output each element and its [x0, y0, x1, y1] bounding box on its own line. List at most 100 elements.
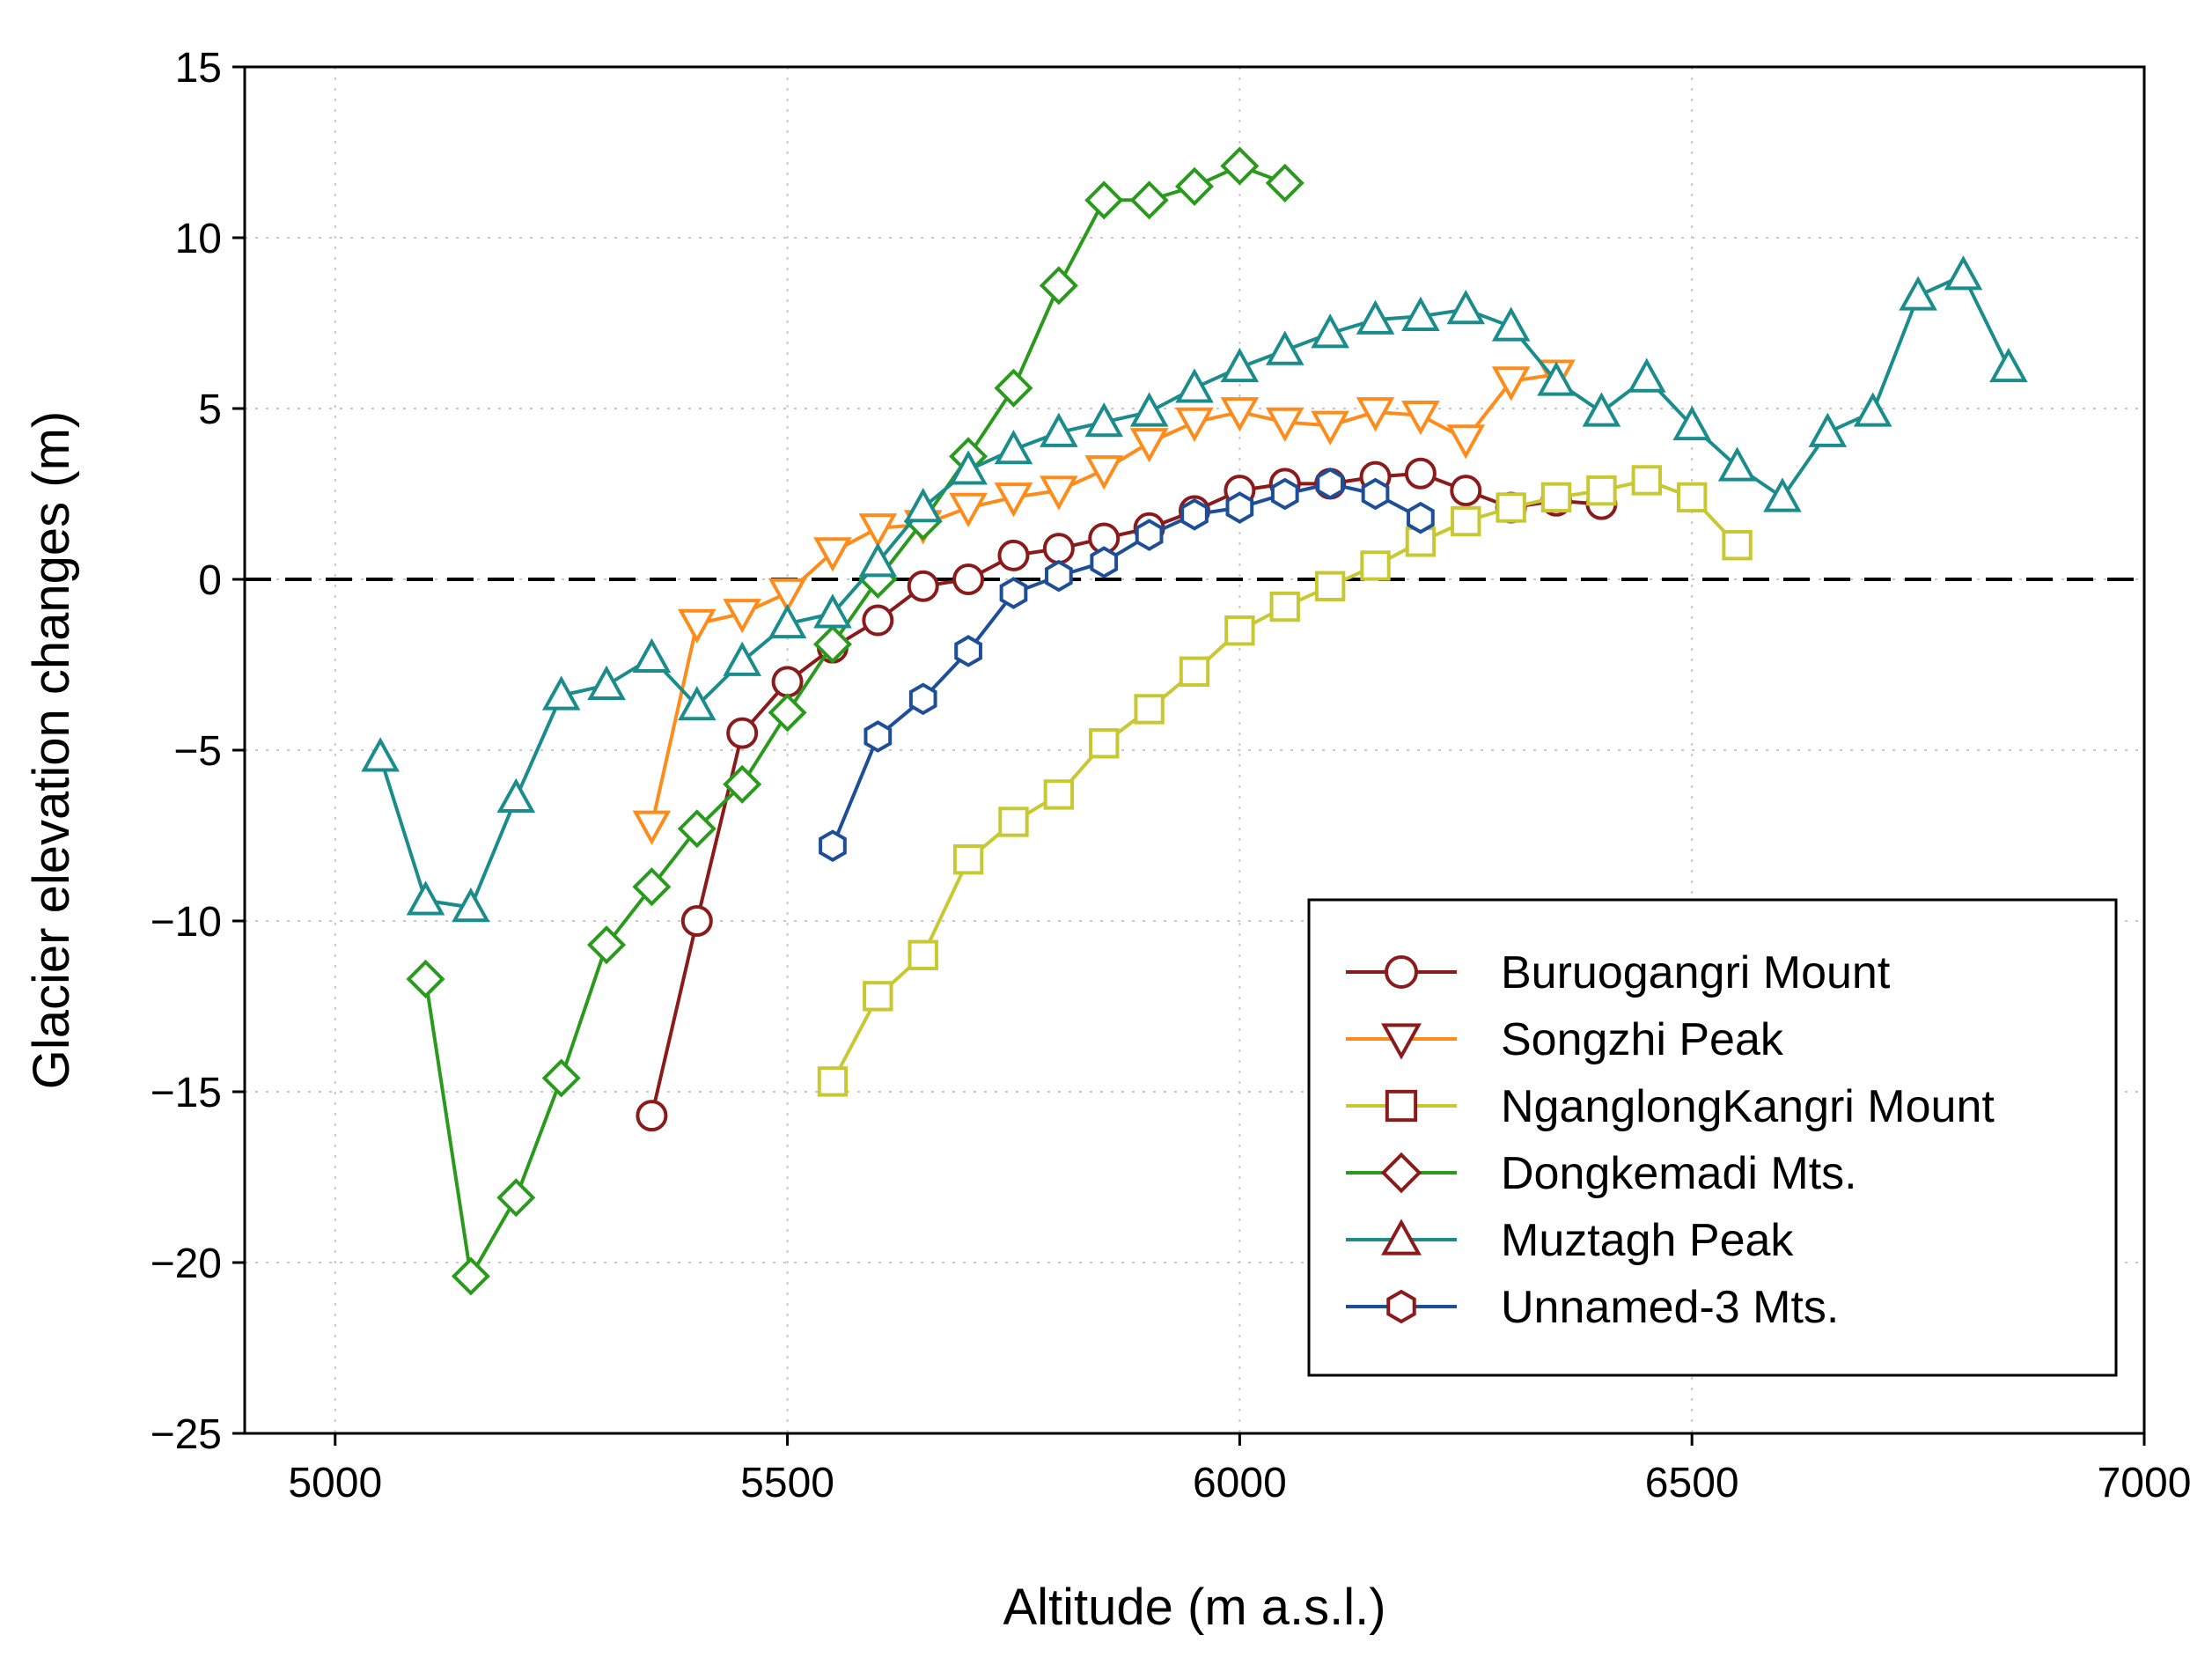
data-point [1404, 457, 1437, 490]
data-point [1220, 397, 1260, 432]
data-point [994, 482, 1033, 518]
data-point [452, 887, 490, 923]
legend-entry: Buruogangri Mount [1346, 947, 1891, 998]
data-point [636, 1100, 668, 1132]
x-tick-label: 6500 [1645, 1460, 1739, 1506]
data-point [723, 641, 761, 676]
data-point [1450, 475, 1482, 507]
data-point [1495, 492, 1526, 523]
data-point [1763, 477, 1802, 512]
y-axis-title: Glacier elevation changes (m) [23, 411, 80, 1089]
data-point [1853, 392, 1892, 427]
data-point [1446, 424, 1486, 460]
legend-marker [1380, 1152, 1422, 1194]
data-point [908, 682, 937, 716]
data-point [1174, 166, 1215, 206]
data-point [1631, 465, 1663, 496]
data-point [1899, 276, 1937, 311]
data-point [1311, 313, 1349, 349]
data-point [1129, 392, 1169, 427]
data-point [863, 720, 893, 753]
data-point [858, 542, 898, 578]
legend-marker [1381, 1219, 1422, 1256]
data-point [1040, 412, 1078, 447]
data-point [768, 693, 807, 733]
data-point [994, 368, 1033, 408]
data-point [406, 959, 445, 998]
data-point [1039, 266, 1078, 306]
y-tick-label: 10 [175, 216, 222, 262]
x-axis-title: Altitude (m a.s.l.) [1003, 1579, 1385, 1636]
legend-box [1307, 898, 2118, 1377]
data-point [1265, 407, 1304, 443]
data-point [1225, 491, 1254, 524]
series-line [650, 471, 1602, 1116]
data-point [1134, 694, 1165, 725]
data-point [1180, 497, 1209, 531]
data-point [1129, 180, 1169, 220]
data-point [771, 666, 804, 698]
data-point [587, 925, 627, 965]
data-point [1989, 347, 2028, 383]
data-point [1135, 519, 1164, 551]
x-tick-label: 7000 [2098, 1460, 2192, 1506]
data-point [1491, 366, 1531, 401]
data-point [858, 513, 898, 549]
data-point [451, 1256, 490, 1296]
data-point [768, 603, 807, 639]
data-point [1084, 180, 1124, 220]
data-point [994, 430, 1033, 465]
data-point [1717, 446, 1757, 482]
data-point [997, 539, 1030, 571]
data-point [1582, 392, 1621, 427]
data-point [1676, 482, 1708, 513]
data-point [726, 717, 759, 749]
data-point [1265, 163, 1304, 203]
y-tick-label: −20 [151, 1241, 222, 1287]
data-point [998, 806, 1029, 837]
data-point [1090, 546, 1119, 578]
data-point [819, 829, 847, 862]
data-point [1220, 347, 1260, 383]
data-point [1628, 357, 1666, 393]
data-point [496, 1178, 536, 1218]
y-tick-label: −25 [151, 1411, 222, 1458]
x-tick-label: 6000 [1193, 1460, 1287, 1506]
data-point [999, 577, 1028, 609]
data-point [1944, 255, 1983, 291]
series-nganglongkangri-mount [817, 465, 1753, 1097]
legend-label: Buruogangri Mount [1501, 947, 1891, 998]
data-point [1043, 779, 1075, 810]
data-point [952, 843, 984, 875]
series-unnamed-3-mts [819, 468, 1435, 862]
x-axis: 5000 5500 6000 6500 7000 [288, 1433, 2191, 1506]
data-point [1316, 468, 1344, 500]
data-point [1175, 407, 1214, 443]
data-point [406, 880, 445, 916]
series-layer [361, 146, 2028, 1296]
data-point [1446, 289, 1486, 325]
data-point [541, 675, 581, 711]
legend-entry: Unnamed-3 Mts. [1346, 1282, 1839, 1333]
series-songzhi-peak [632, 359, 1576, 845]
data-point [632, 637, 672, 673]
y-axis: −25 −20 −15 −10 −5 0 5 10 15 [151, 45, 245, 1458]
data-point [1045, 559, 1073, 593]
data-point [1356, 397, 1395, 432]
data-point [1722, 530, 1753, 561]
data-point [1537, 361, 1576, 396]
data-point [1042, 533, 1075, 565]
legend-entry: Dongkemadi Mts. [1346, 1148, 1857, 1199]
data-point [1084, 455, 1124, 490]
legend-marker [1386, 1289, 1416, 1324]
data-point [862, 604, 894, 637]
y-tick-label: 0 [198, 557, 222, 604]
legend-label: Dongkemadi Mts. [1501, 1148, 1857, 1199]
data-point [812, 624, 852, 664]
data-point [1040, 475, 1078, 511]
legend-label: Songzhi Peak [1501, 1014, 1784, 1065]
data-point [1401, 296, 1440, 331]
data-point [1540, 482, 1572, 513]
legend-entry: NganglongKangri Mount [1346, 1081, 1995, 1132]
y-tick-label: −15 [151, 1070, 222, 1116]
